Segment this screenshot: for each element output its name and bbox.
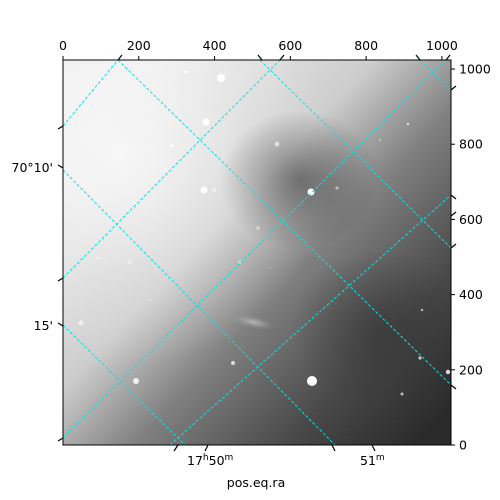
star-12 <box>231 361 235 365</box>
star-5 <box>307 376 317 386</box>
star-0 <box>217 74 225 82</box>
top-tick-label-5: 1000 <box>426 38 458 53</box>
star-13 <box>335 186 339 190</box>
top-tick-label-2: 400 <box>203 38 227 53</box>
ra-tick-label-1: 17h50m <box>187 453 233 468</box>
right-tick-label-2: 400 <box>459 287 483 302</box>
world-tick-mark-2 <box>173 444 179 452</box>
world-tick-mark-8 <box>57 437 64 442</box>
world-tick-mark-13 <box>445 54 451 61</box>
top-tick-label-4: 800 <box>354 38 378 53</box>
world-tick-mark-16 <box>450 243 457 249</box>
right-pixel-axis: 0 200 400 600 800 1000 <box>451 62 491 453</box>
dec-tick-label-2: 15' <box>34 318 53 333</box>
top-tick-label-0: 0 <box>59 38 67 53</box>
world-tick-mark-1 <box>371 444 376 452</box>
dec-tick-label-1: 70°10' <box>12 160 54 175</box>
star-25 <box>400 392 404 396</box>
star-20 <box>445 369 451 375</box>
star-7 <box>78 320 84 326</box>
stars <box>78 70 451 396</box>
world-tick-mark-9 <box>117 54 123 61</box>
sky-image <box>63 60 451 445</box>
right-tick-label-5: 1000 <box>459 62 491 77</box>
world-tick-mark-5 <box>57 322 64 327</box>
grid-line-8 <box>63 324 186 445</box>
star-18 <box>406 122 410 126</box>
grid-line-3 <box>169 194 451 445</box>
grid-line-0 <box>63 60 119 127</box>
star-3 <box>211 187 217 193</box>
world-tick-mark-18 <box>450 211 457 217</box>
world-tick-mark-3 <box>331 444 336 452</box>
top-tick-label-1: 200 <box>127 38 151 53</box>
right-tick-label-3: 600 <box>459 212 483 227</box>
star-8 <box>274 141 280 147</box>
grid-line-7 <box>63 169 336 445</box>
plot-frame <box>62 59 452 446</box>
world-axis-ticks <box>57 54 457 452</box>
star-23 <box>420 308 424 312</box>
world-tick-mark-11 <box>279 54 285 61</box>
x-axis-title: pos.eq.ra <box>227 475 285 490</box>
star-24 <box>268 266 272 270</box>
star-9 <box>256 226 260 230</box>
grid-line-1 <box>63 60 281 279</box>
world-tick-mark-10 <box>257 54 263 61</box>
world-tick-mark-15 <box>450 194 457 200</box>
top-tick-label-3: 600 <box>278 38 302 53</box>
star-10 <box>238 260 242 264</box>
world-tick-mark-14 <box>450 85 457 91</box>
star-14 <box>184 70 188 74</box>
world-tick-mark-4 <box>57 164 64 169</box>
coordinate-grid <box>63 60 451 445</box>
world-tick-mark-6 <box>57 125 64 130</box>
star-1 <box>202 118 210 126</box>
star-21 <box>96 256 100 260</box>
world-tick-mark-17 <box>450 384 457 390</box>
star-22 <box>148 298 152 302</box>
star-19 <box>418 356 422 360</box>
right-tick-label-0: 0 <box>459 438 467 453</box>
right-tick-label-1: 200 <box>459 362 483 377</box>
star-2 <box>200 186 208 194</box>
grid-line-6 <box>419 60 451 91</box>
world-tick-mark-12 <box>415 54 421 61</box>
star-6 <box>133 378 139 384</box>
grid-line-4 <box>117 60 451 386</box>
galaxy <box>231 314 275 330</box>
star-16 <box>263 121 267 125</box>
world-tick-mark-0 <box>204 444 209 452</box>
star-11 <box>128 260 132 264</box>
star-4 <box>307 188 315 196</box>
ra-tick-label-2: 51m <box>360 453 385 468</box>
world-tick-mark-7 <box>57 277 64 282</box>
star-17 <box>378 138 382 142</box>
right-tick-label-4: 800 <box>459 137 483 152</box>
star-15 <box>170 144 174 148</box>
top-pixel-axis: 0 200 400 600 800 1000 <box>59 38 458 60</box>
